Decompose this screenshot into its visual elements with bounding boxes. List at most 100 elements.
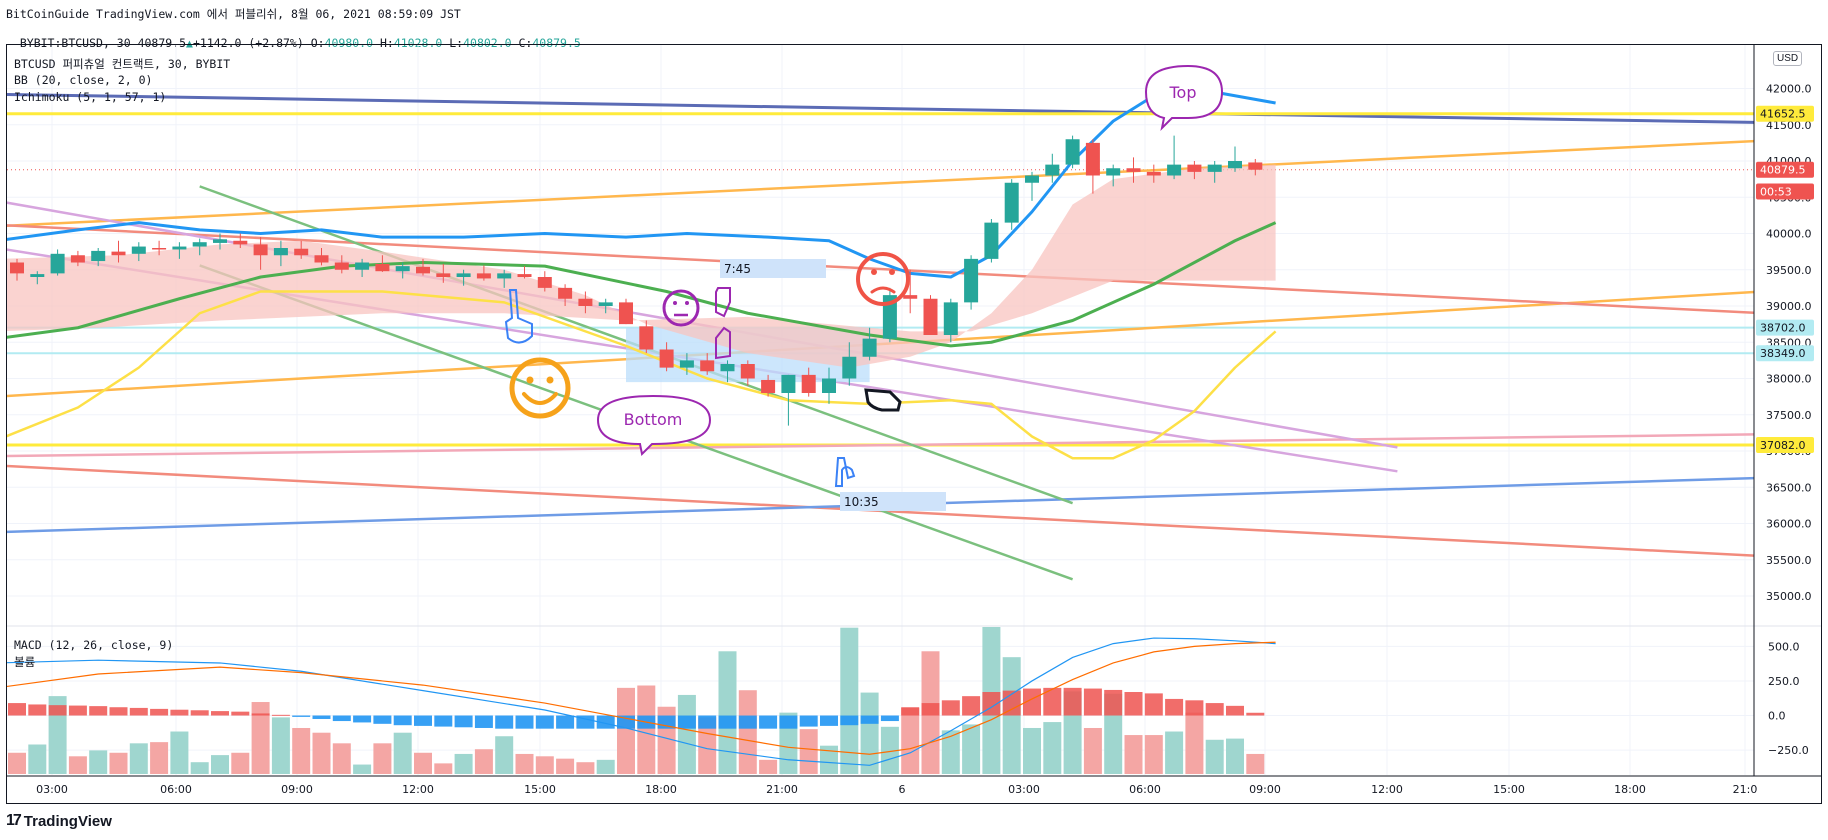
price-tick-label: 39000.0 (1766, 300, 1812, 313)
candle-up (1228, 161, 1242, 169)
legend-volume[interactable]: 볼륨 (14, 655, 36, 669)
price-axis-badge (1756, 161, 1814, 178)
legend-ichimoku[interactable]: Ichimoku (5, 1, 57, 1) (14, 90, 167, 104)
candle-down (70, 255, 85, 263)
volume-bar (1083, 727, 1102, 774)
price-tick-label: 37500.0 (1766, 409, 1812, 422)
tradingview-logo-icon: 17 (6, 812, 22, 829)
pointing-hand-icon[interactable] (504, 289, 533, 344)
bottom-callout[interactable] (596, 394, 712, 457)
macd-histogram-bar (129, 707, 148, 716)
macd-histogram-bar (1185, 700, 1204, 716)
volume-bar (454, 753, 473, 774)
price-axis-badge-label: 37082.0 (1760, 439, 1806, 452)
candle-down (619, 302, 633, 325)
volume-bar (8, 752, 26, 774)
thumbs-up-icon[interactable] (715, 326, 731, 360)
legend-bb[interactable]: BB (20, close, 2, 0) (14, 73, 153, 87)
volume-bar (596, 759, 615, 774)
hand-down-icon[interactable] (834, 457, 856, 487)
trendline-orange-upper (7, 139, 1754, 228)
volume-bar (1124, 735, 1143, 774)
candle-up (131, 246, 146, 254)
macd-histogram-bar (738, 715, 757, 729)
candle-down (578, 298, 593, 306)
candle-up (1207, 164, 1222, 172)
volume-bar (414, 752, 432, 774)
close-label: C: (518, 36, 533, 50)
top-callout-text: Top (1169, 83, 1197, 102)
candle-up (943, 302, 958, 335)
volume-bar (170, 731, 189, 774)
volume-bar (129, 743, 148, 774)
volume-bar (1002, 657, 1021, 774)
macd-histogram-bar (759, 715, 778, 729)
thumbs-down-icon[interactable] (715, 287, 731, 318)
macd-histogram-bar (1144, 693, 1163, 716)
time-tick-label: 09:00 (281, 783, 313, 796)
top-callout[interactable] (1144, 64, 1224, 132)
time-tick-label: 12:00 (1371, 783, 1403, 796)
price-axis-badge (1756, 319, 1814, 336)
volume-bar (840, 627, 859, 774)
macd-histogram-bar (251, 713, 270, 716)
volume-bar (271, 717, 290, 774)
macd-histogram-bar (231, 711, 250, 716)
volume-bar (1043, 722, 1062, 774)
time-tick-label: 15:00 (1493, 783, 1525, 796)
candle-down (314, 255, 329, 263)
candle-up (842, 356, 857, 379)
macd-histogram-bar (332, 715, 351, 722)
volume-bar (860, 692, 879, 774)
smile-emoji-icon[interactable] (509, 357, 571, 419)
price-axis-badge-label: 00:53 (1760, 185, 1792, 198)
candle-up (1045, 164, 1060, 176)
high-value: 41028.0 (393, 36, 443, 50)
time-tick-label: 18:00 (645, 783, 677, 796)
time-label-10-35: 10:35 (844, 495, 879, 509)
macd-histogram-bar (1205, 703, 1224, 716)
macd-histogram-bar (28, 704, 47, 716)
macd-histogram-bar (434, 715, 453, 727)
candle-down (436, 273, 451, 277)
price-axis-badge (1756, 105, 1814, 122)
price-tick-label: 40000.0 (1766, 228, 1812, 241)
frown-emoji-icon[interactable] (856, 252, 910, 306)
candle-up (720, 364, 735, 372)
volume-bar (373, 743, 392, 774)
volume-bar (799, 729, 818, 774)
candle-down (294, 248, 309, 256)
volume-bar (1165, 731, 1184, 774)
time-tick-label: 21:00 (766, 783, 798, 796)
footer-brand[interactable]: 17 TradingView (6, 812, 112, 830)
macd-histogram-bar (211, 711, 229, 716)
volume-bar (211, 755, 229, 774)
volume-bar (312, 732, 331, 774)
macd-histogram-bar (880, 715, 899, 722)
candle-down (375, 263, 390, 272)
price-axis-badge (1756, 345, 1814, 362)
macd-histogram-bar (860, 715, 879, 724)
volume-bar (515, 753, 534, 774)
open-label: O: (310, 36, 325, 50)
macd-histogram-bar (596, 715, 615, 729)
volume-bar (759, 759, 778, 774)
legend-macd[interactable]: MACD (12, 26, close, 9) (14, 638, 174, 652)
price-axis-badge-label: 41652.5 (1760, 108, 1806, 121)
volume-bar (617, 687, 635, 774)
candle-down (700, 360, 715, 372)
neutral-emoji-icon[interactable] (662, 289, 700, 327)
chart-frame[interactable] (6, 44, 1822, 804)
currency-badge[interactable]: USD (1773, 51, 1803, 66)
macd-tick-label: 250.0 (1768, 675, 1800, 688)
macd-histogram-bar (718, 715, 737, 729)
volume-bar (535, 756, 554, 774)
hand-right-icon[interactable] (864, 388, 902, 412)
volume-bar (495, 736, 514, 774)
volume-bar (941, 730, 960, 774)
macd-histogram-bar (271, 714, 290, 716)
macd-histogram-bar (941, 700, 960, 716)
macd-histogram-bar (698, 715, 717, 729)
macd-histogram-bar (535, 715, 554, 729)
